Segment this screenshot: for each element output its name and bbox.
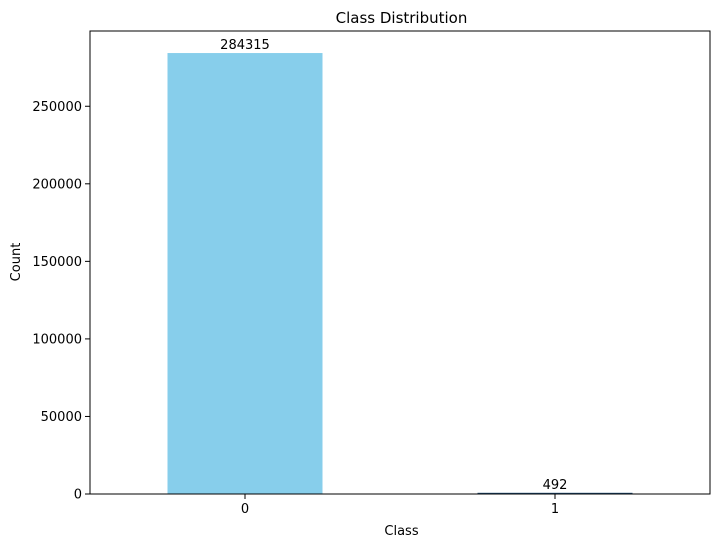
x-tick-label: 1 <box>551 502 559 517</box>
x-axis-label: Class <box>384 524 418 539</box>
y-tick-label: 0 <box>74 488 82 503</box>
chart-title: Class Distribution <box>336 9 468 27</box>
y-tick-label: 200000 <box>32 177 82 192</box>
y-axis-label: Count <box>9 243 24 282</box>
y-tick-label: 150000 <box>32 255 82 270</box>
bar-class-0 <box>167 53 323 495</box>
data-label-class-0: 284315 <box>220 38 270 53</box>
x-tick-label: 0 <box>241 502 249 517</box>
y-tick-label: 50000 <box>41 410 82 425</box>
plot-area: 0 50000 100000 150000 200000 250000 284315 0 492… <box>32 38 633 517</box>
bar-class-1 <box>477 492 633 494</box>
plot-frame <box>89 30 711 495</box>
y-tick-label: 100000 <box>32 332 82 347</box>
y-tick-label: 250000 <box>32 100 82 115</box>
data-label-class-1: 492 <box>543 478 568 493</box>
